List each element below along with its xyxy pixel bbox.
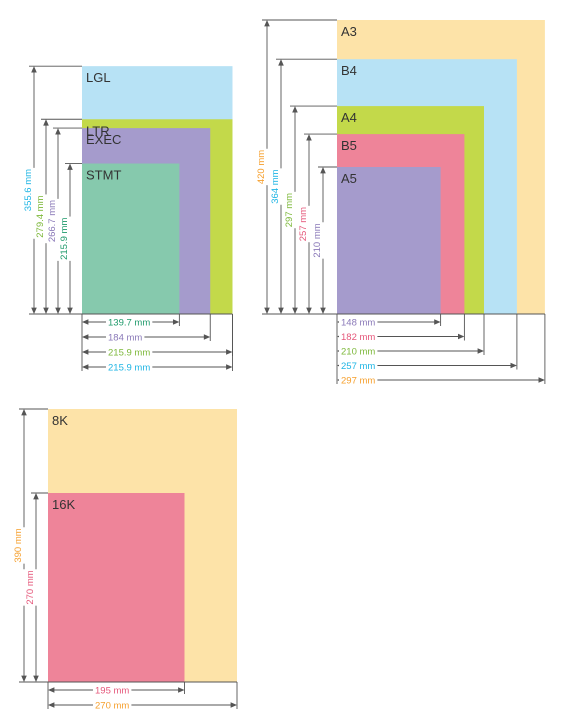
label-backing — [45, 198, 60, 244]
paper-b4-width-label: 257 mm — [341, 361, 375, 372]
label-backing — [23, 569, 38, 606]
label-backing — [106, 362, 153, 374]
paper-ltr-height-label: 279.4 mm — [35, 195, 46, 237]
paper-ltr-label: LTR — [86, 123, 110, 138]
paper-a4-height-label: 297 mm — [284, 193, 295, 227]
label-backing — [339, 332, 378, 343]
paper-a5-label: A5 — [341, 171, 357, 186]
paper-lgl-height-label: 355.6 mm — [23, 169, 34, 211]
label-backing — [282, 191, 297, 229]
paper-16k-rect — [48, 493, 185, 682]
paper-b4-label: B4 — [341, 63, 357, 78]
label-backing — [339, 375, 378, 387]
paper-a3-label: A3 — [341, 24, 357, 39]
paper-8k-width-label: 270 mm — [95, 701, 129, 712]
label-backing — [339, 361, 378, 372]
paper-exec-width-label: 184 mm — [108, 333, 142, 344]
label-backing — [339, 346, 378, 358]
label-backing — [33, 194, 48, 239]
label-backing — [106, 347, 153, 359]
label-backing — [310, 222, 325, 259]
paper-lgl-label: LGL — [86, 70, 111, 85]
paper-b5-width-label: 182 mm — [341, 332, 375, 343]
paper-b5-height-label: 257 mm — [298, 207, 309, 241]
label-backing — [339, 317, 378, 329]
paper-stmt-width-label: 139.7 mm — [108, 318, 150, 329]
paper-a3-width-label: 297 mm — [341, 376, 375, 387]
label-backing — [57, 216, 72, 261]
paper-exec-height-label: 266.7 mm — [47, 200, 58, 242]
paper-stmt-height-label: 215.9 mm — [59, 218, 70, 260]
label-backing — [268, 168, 283, 205]
paper-ltr-width-label: 215.9 mm — [108, 348, 150, 359]
paper-a5-width-label: 148 mm — [341, 318, 375, 329]
paper-16k-width-label: 195 mm — [95, 686, 129, 697]
label-backing — [254, 148, 269, 186]
paper-a4-label: A4 — [341, 110, 357, 125]
paper-b5-label: B5 — [341, 138, 357, 153]
paper-stmt-label: STMT — [86, 168, 121, 183]
paper-b4-height-label: 364 mm — [270, 169, 281, 203]
paper-exec-label: EXEC — [86, 132, 121, 147]
label-backing — [106, 317, 153, 329]
label-backing — [93, 700, 132, 712]
label-backing — [296, 205, 311, 243]
paper-stmt-rect — [82, 163, 180, 314]
paper-16k-label: 16K — [52, 497, 75, 512]
paper-a5-height-label: 210 mm — [312, 223, 323, 257]
label-backing — [21, 167, 36, 213]
label-backing — [93, 685, 132, 697]
paper-a4-width-label: 210 mm — [341, 347, 375, 358]
paper-16k-height-label: 270 mm — [25, 570, 36, 604]
paper-8k-height-label: 390 mm — [13, 528, 24, 562]
paper-lgl-width-label: 215.9 mm — [108, 363, 150, 374]
paper-8k-label: 8K — [52, 413, 68, 428]
label-backing — [106, 332, 145, 344]
label-backing — [11, 527, 26, 564]
paper-a5-rect — [337, 167, 441, 314]
paper-a3-height-label: 420 mm — [256, 150, 267, 184]
